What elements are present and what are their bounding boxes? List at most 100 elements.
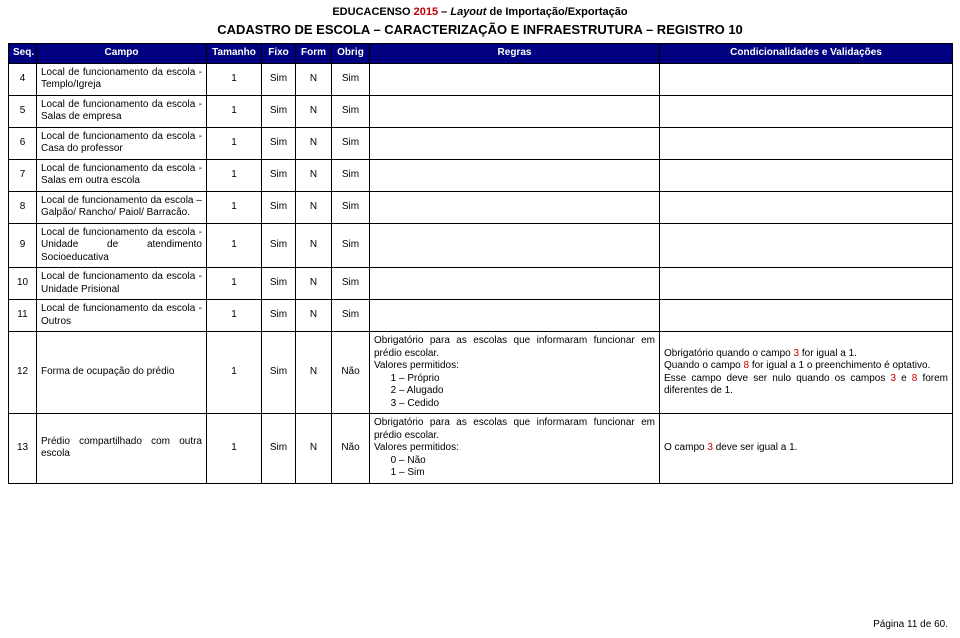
- table-body: 4Local de funcionamento da escola - Temp…: [9, 63, 953, 483]
- cell-seq: 11: [9, 300, 37, 332]
- doc-header-line2: CADASTRO DE ESCOLA – CARACTERIZAÇÃO E IN…: [0, 18, 960, 43]
- header-prefix: EDUCACENSO: [332, 6, 413, 18]
- cell-obrig: Sim: [332, 223, 370, 268]
- cell-obrig: Sim: [332, 268, 370, 300]
- cell-form: N: [296, 191, 332, 223]
- cell-regras: [370, 268, 660, 300]
- cell-obrig: Sim: [332, 95, 370, 127]
- cell-tamanho: 1: [207, 191, 262, 223]
- table-row: 5Local de funcionamento da escola - Sala…: [9, 95, 953, 127]
- cell-fixo: Sim: [262, 268, 296, 300]
- cell-campo: Local de funcionamento da escola - Templ…: [37, 63, 207, 95]
- cell-cond: [660, 223, 953, 268]
- cell-form: N: [296, 332, 332, 414]
- table-row: 7Local de funcionamento da escola - Sala…: [9, 159, 953, 191]
- cell-seq: 9: [9, 223, 37, 268]
- cell-regras: Obrigatório para as escolas que informar…: [370, 332, 660, 414]
- cell-tamanho: 1: [207, 127, 262, 159]
- cell-fixo: Sim: [262, 95, 296, 127]
- cell-form: N: [296, 414, 332, 484]
- col-campo: Campo: [37, 44, 207, 64]
- table-row: 11Local de funcionamento da escola - Out…: [9, 300, 953, 332]
- cell-tamanho: 1: [207, 63, 262, 95]
- cell-obrig: Sim: [332, 63, 370, 95]
- cell-campo: Local de funcionamento da escola - Salas…: [37, 159, 207, 191]
- cell-regras: [370, 95, 660, 127]
- cell-cond: Obrigatório quando o campo 3 for igual a…: [660, 332, 953, 414]
- table-row: 12Forma de ocupação do prédio1SimNNãoObr…: [9, 332, 953, 414]
- col-fixo: Fixo: [262, 44, 296, 64]
- cell-tamanho: 1: [207, 300, 262, 332]
- col-form: Form: [296, 44, 332, 64]
- header-suffix-italic: – Layout: [438, 6, 486, 18]
- cell-regras: [370, 300, 660, 332]
- col-seq: Seq.: [9, 44, 37, 64]
- cell-seq: 5: [9, 95, 37, 127]
- header-year: 2015: [414, 6, 438, 18]
- cell-form: N: [296, 268, 332, 300]
- cell-tamanho: 1: [207, 414, 262, 484]
- cell-form: N: [296, 159, 332, 191]
- cell-form: N: [296, 95, 332, 127]
- table-row: 13Prédio compartilhado com outra escola1…: [9, 414, 953, 484]
- cell-form: N: [296, 127, 332, 159]
- cell-form: N: [296, 63, 332, 95]
- cell-campo: Local de funcionamento da escola - Unida…: [37, 268, 207, 300]
- cell-seq: 13: [9, 414, 37, 484]
- table-row: 8Local de funcionamento da escola – Galp…: [9, 191, 953, 223]
- cell-seq: 6: [9, 127, 37, 159]
- header-suffix-plain: de Importação/Exportação: [486, 6, 627, 18]
- cell-form: N: [296, 300, 332, 332]
- cell-fixo: Sim: [262, 63, 296, 95]
- cell-fixo: Sim: [262, 191, 296, 223]
- cell-seq: 4: [9, 63, 37, 95]
- cell-form: N: [296, 223, 332, 268]
- cell-obrig: Sim: [332, 191, 370, 223]
- cell-regras: [370, 63, 660, 95]
- cell-cond: [660, 300, 953, 332]
- cell-regras: [370, 127, 660, 159]
- cell-regras: Obrigatório para as escolas que informar…: [370, 414, 660, 484]
- cell-tamanho: 1: [207, 95, 262, 127]
- cell-seq: 12: [9, 332, 37, 414]
- cell-cond: [660, 127, 953, 159]
- cell-obrig: Sim: [332, 127, 370, 159]
- cell-fixo: Sim: [262, 332, 296, 414]
- cell-regras: [370, 191, 660, 223]
- cell-campo: Prédio compartilhado com outra escola: [37, 414, 207, 484]
- cell-seq: 7: [9, 159, 37, 191]
- cell-obrig: Sim: [332, 159, 370, 191]
- cell-fixo: Sim: [262, 414, 296, 484]
- cell-fixo: Sim: [262, 223, 296, 268]
- table-row: 6Local de funcionamento da escola - Casa…: [9, 127, 953, 159]
- table-row: 10Local de funcionamento da escola - Uni…: [9, 268, 953, 300]
- col-obrig: Obrig: [332, 44, 370, 64]
- cell-fixo: Sim: [262, 300, 296, 332]
- cell-campo: Local de funcionamento da escola - Casa …: [37, 127, 207, 159]
- cell-campo: Local de funcionamento da escola - Outro…: [37, 300, 207, 332]
- cell-tamanho: 1: [207, 159, 262, 191]
- cell-obrig: Não: [332, 414, 370, 484]
- cell-cond: [660, 159, 953, 191]
- cell-fixo: Sim: [262, 159, 296, 191]
- cell-tamanho: 1: [207, 268, 262, 300]
- page-footer: Página 11 de 60.: [873, 619, 948, 630]
- col-cond: Condicionalidades e Validações: [660, 44, 953, 64]
- cell-cond: [660, 268, 953, 300]
- cell-campo: Local de funcionamento da escola - Unida…: [37, 223, 207, 268]
- cell-tamanho: 1: [207, 223, 262, 268]
- cell-fixo: Sim: [262, 127, 296, 159]
- cell-seq: 8: [9, 191, 37, 223]
- cell-obrig: Não: [332, 332, 370, 414]
- cell-cond: [660, 63, 953, 95]
- cell-regras: [370, 223, 660, 268]
- cell-campo: Forma de ocupação do prédio: [37, 332, 207, 414]
- doc-header-line1: EDUCACENSO 2015 – Layout de Importação/E…: [0, 0, 960, 18]
- table-row: 4Local de funcionamento da escola - Temp…: [9, 63, 953, 95]
- cell-regras: [370, 159, 660, 191]
- cell-campo: Local de funcionamento da escola - Salas…: [37, 95, 207, 127]
- table-header-row: Seq. Campo Tamanho Fixo Form Obrig Regra…: [9, 44, 953, 64]
- cell-cond: [660, 95, 953, 127]
- cell-seq: 10: [9, 268, 37, 300]
- cell-obrig: Sim: [332, 300, 370, 332]
